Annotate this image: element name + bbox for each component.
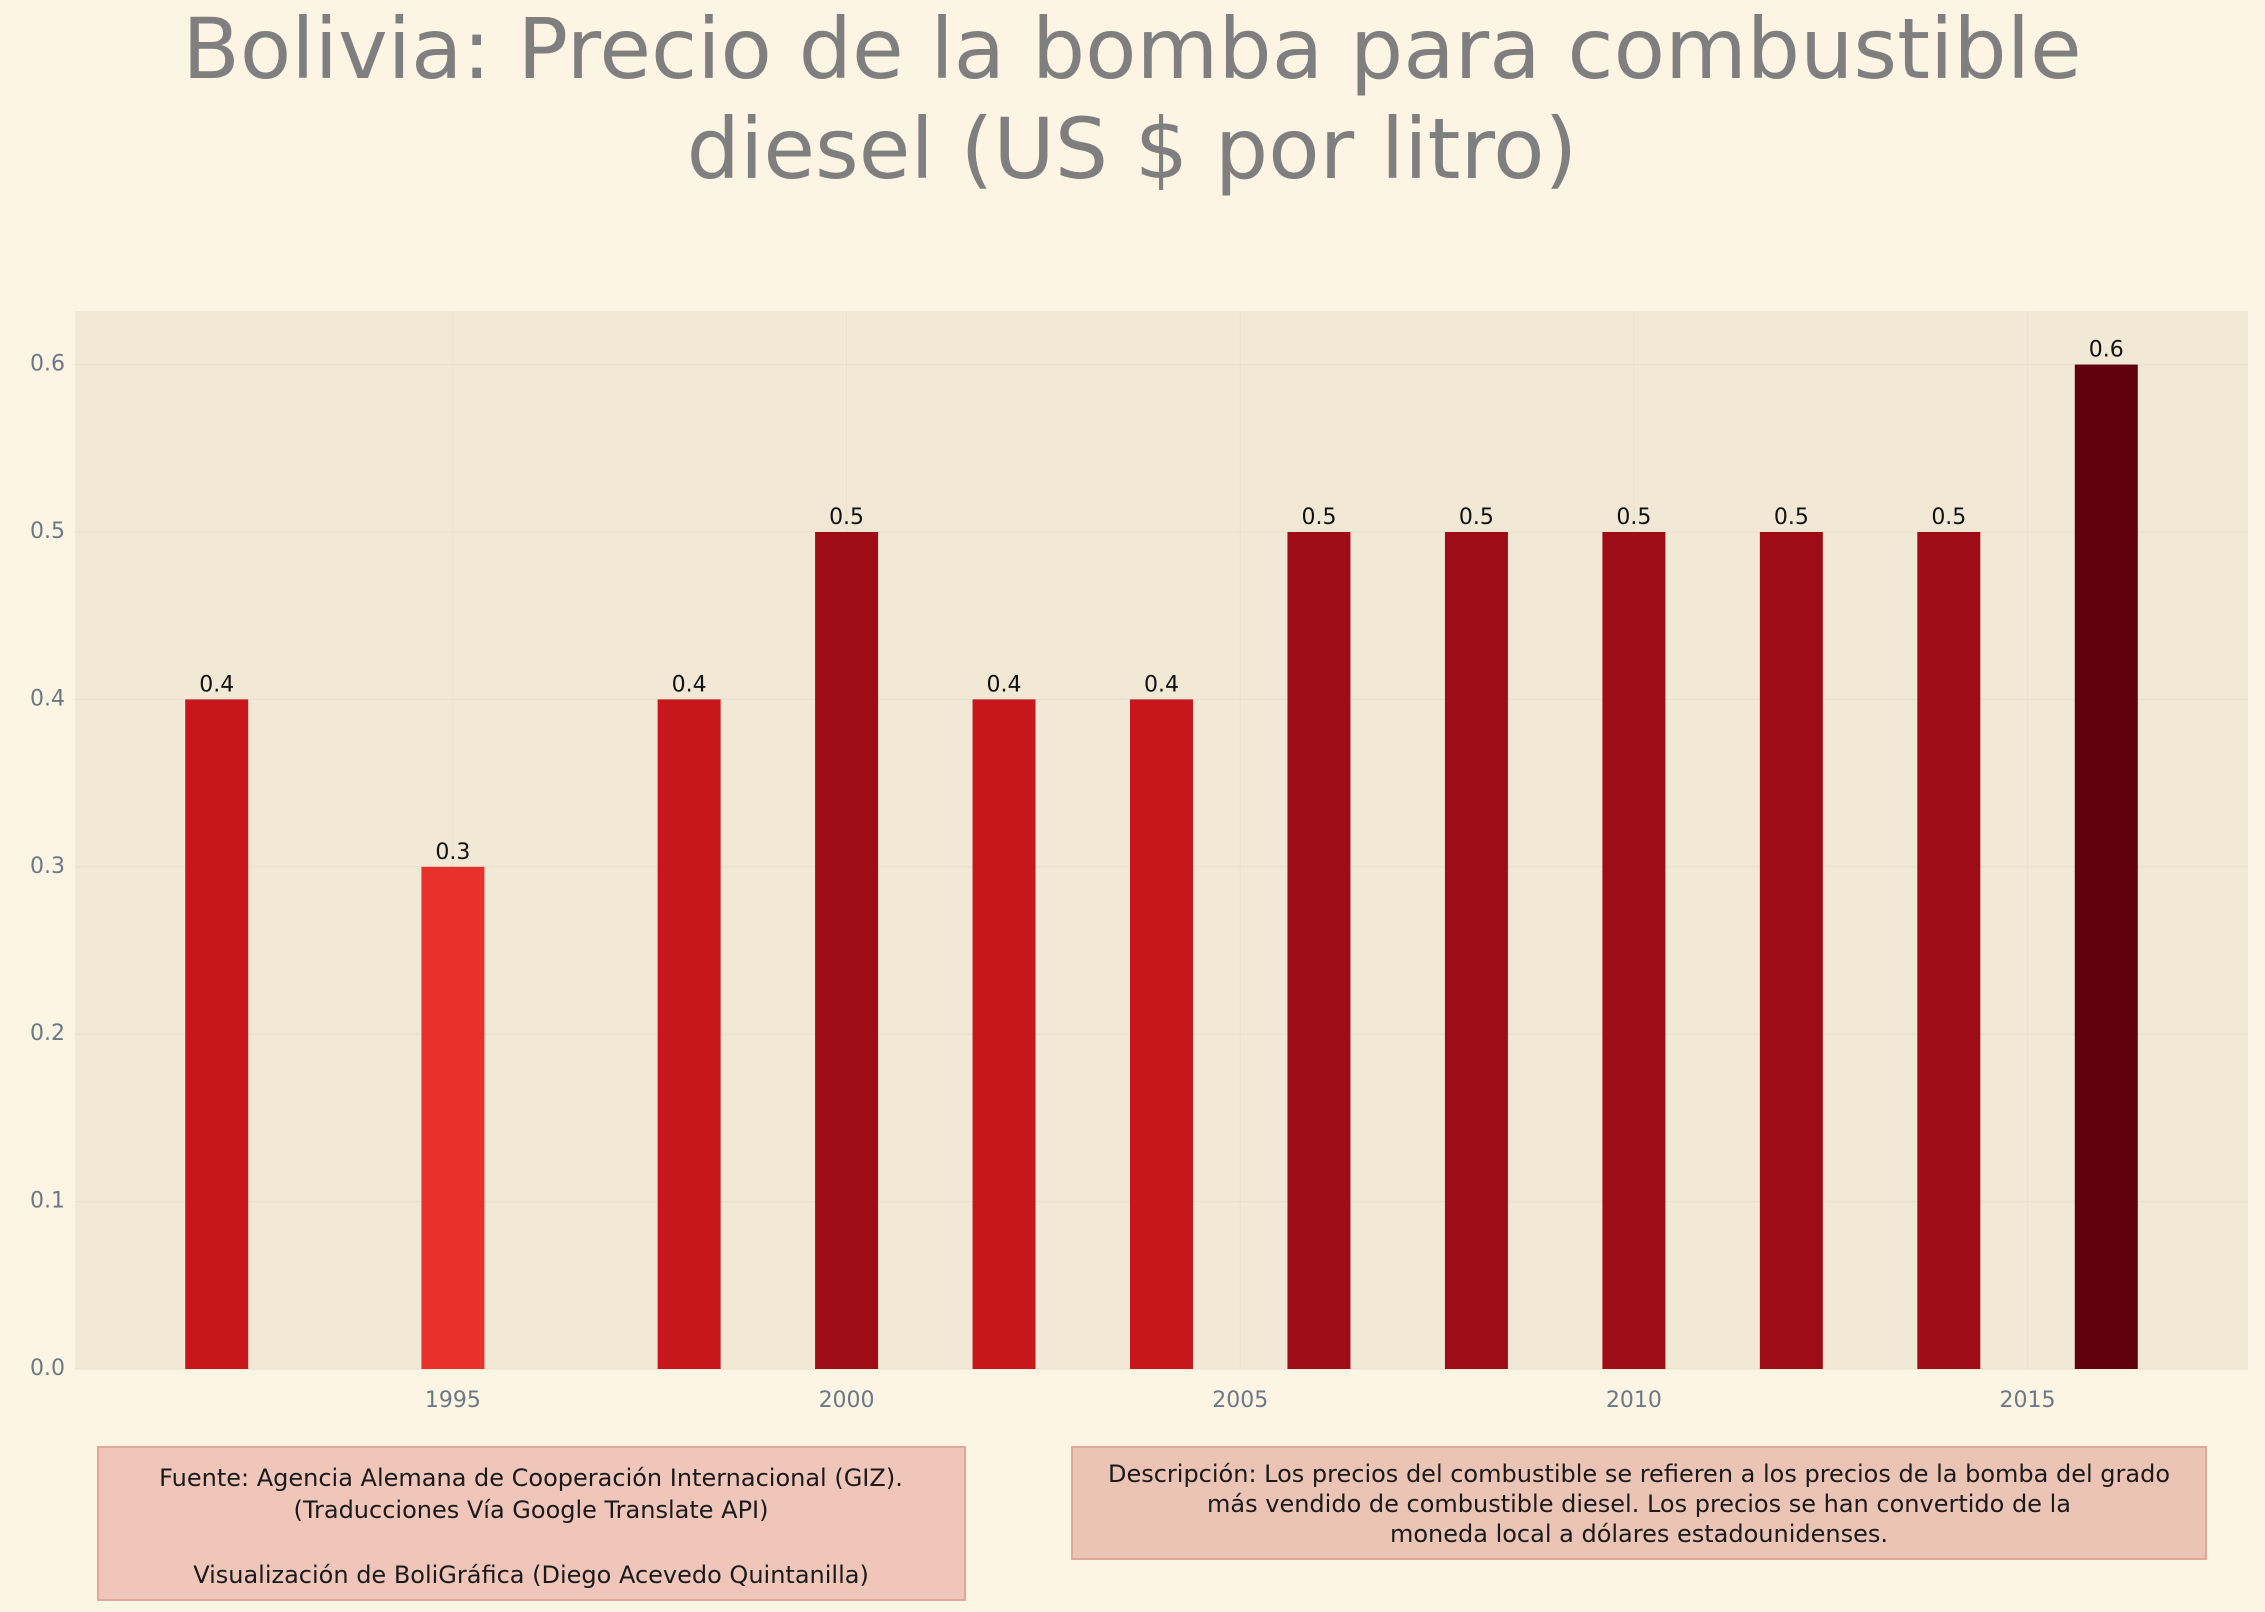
bar (1287, 531, 1351, 1369)
bar (972, 699, 1036, 1369)
y-tick-label: 0.3 (30, 854, 65, 879)
x-tick-label: 2010 (1606, 1388, 1662, 1413)
value-label: 0.5 (1931, 505, 1966, 530)
value-label: 0.5 (1459, 505, 1494, 530)
bar (1917, 531, 1981, 1369)
value-label: 0.5 (1616, 505, 1651, 530)
description-note: más vendido de combustible diesel. Los p… (1207, 1490, 2071, 1518)
chart-title: Bolivia: Precio de la bomba para combust… (182, 0, 2081, 98)
value-label: 0.6 (2089, 338, 2124, 363)
bar (1130, 699, 1193, 1369)
source-note: (Traducciones Vía Google Translate API) (294, 1496, 769, 1524)
source-note: Fuente: Agencia Alemana de Cooperación I… (159, 1464, 903, 1492)
x-tick-label: 1995 (425, 1388, 481, 1413)
value-label: 0.3 (435, 840, 470, 865)
y-tick-label: 0.1 (30, 1189, 65, 1214)
value-label: 0.4 (987, 672, 1022, 697)
y-tick-label: 0.6 (30, 352, 65, 377)
value-label: 0.4 (672, 672, 707, 697)
y-tick-label: 0.2 (30, 1021, 65, 1046)
x-tick-label: 2005 (1212, 1388, 1268, 1413)
y-tick-label: 0.5 (30, 519, 65, 544)
bar (815, 531, 879, 1369)
value-label: 0.5 (1774, 505, 1809, 530)
value-label: 0.5 (829, 505, 864, 530)
source-box (97, 1446, 966, 1601)
bar (1444, 531, 1508, 1369)
x-tick-label: 2000 (819, 1388, 875, 1413)
value-label: 0.5 (1301, 505, 1336, 530)
description-note: moneda local a dólares estadounidenses. (1390, 1520, 1888, 1548)
value-label: 0.4 (1144, 672, 1179, 697)
bar (657, 699, 721, 1369)
chart-title: diesel (US $ por litro) (687, 100, 1578, 198)
bar (421, 866, 485, 1369)
value-label: 0.4 (199, 672, 234, 697)
bar (1602, 531, 1666, 1369)
y-tick-label: 0.4 (30, 686, 65, 711)
description-box (1071, 1446, 2207, 1560)
y-tick-label: 0.0 (30, 1356, 65, 1381)
bar (1759, 531, 1823, 1369)
source-note: Visualización de BoliGráfica (Diego Acev… (193, 1561, 869, 1589)
x-tick-label: 2015 (2000, 1388, 2056, 1413)
bar (2074, 364, 2138, 1370)
bar (185, 699, 249, 1369)
description-note: Descripción: Los precios del combustible… (1108, 1460, 2170, 1488)
